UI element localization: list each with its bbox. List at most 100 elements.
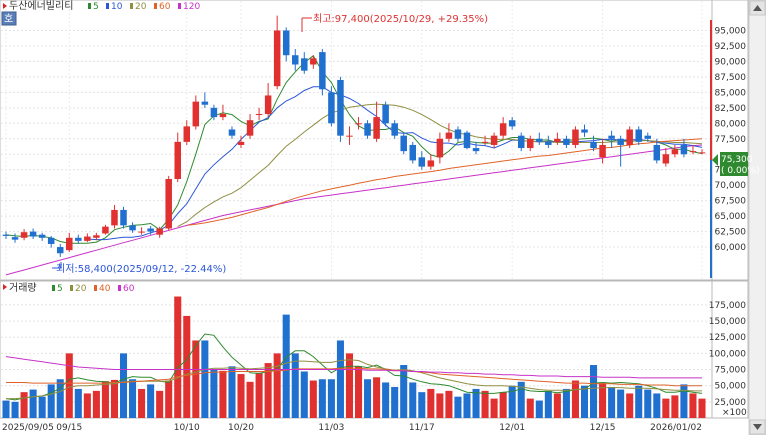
candle: [671, 144, 679, 158]
volume-bar: [92, 390, 100, 418]
hoga-button[interactable]: 호: [1, 11, 17, 26]
candle-body: [536, 138, 543, 142]
volume-bar: [309, 380, 317, 418]
candle-body: [418, 157, 426, 167]
hoga-button-label: 호: [4, 13, 13, 25]
candle-body: [84, 236, 91, 241]
volume-bar: [599, 383, 607, 418]
volume-bar: [617, 389, 625, 418]
candle: [291, 49, 299, 71]
volume-bar: [698, 398, 706, 418]
x-tick-label: 11/17: [409, 423, 435, 433]
volume-bar: [409, 382, 417, 418]
candle-body: [264, 95, 272, 115]
x-tick-label: 11/03: [318, 423, 344, 433]
candle: [590, 135, 597, 152]
candle-body: [2, 234, 10, 236]
price-axis-ticks: 60,00062,50065,00067,50070,00072,50077,5…: [715, 26, 747, 253]
candle: [310, 55, 317, 69]
volume-bar: [544, 390, 552, 418]
volume-bar: [300, 371, 308, 418]
candle: [84, 233, 91, 243]
volume-bar: [689, 393, 697, 418]
candle: [427, 154, 435, 170]
volume-bar: [463, 393, 471, 418]
volume-bars: [2, 296, 706, 418]
candle-body: [508, 120, 516, 127]
volume-tick-label: 150,000: [709, 317, 746, 327]
candle-body: [156, 228, 163, 235]
candle: [201, 92, 209, 108]
candle: [545, 135, 552, 149]
candle-body: [111, 209, 118, 226]
candle: [282, 27, 290, 62]
volume-bar: [20, 392, 28, 418]
ma-legend-label: 120: [183, 2, 200, 12]
volume-bar: [147, 384, 155, 418]
candle-body: [29, 231, 37, 237]
candle: [364, 120, 371, 139]
candle-body: [373, 117, 380, 139]
volume-bar: [481, 390, 489, 418]
volume-bar: [499, 392, 507, 418]
volume-bar: [535, 400, 543, 418]
candle-body: [129, 225, 136, 231]
candle: [75, 234, 82, 244]
candle: [418, 151, 426, 170]
candle-body: [11, 237, 19, 240]
candle: [581, 124, 588, 137]
volume-bar: [635, 385, 643, 418]
volume-bar: [571, 380, 579, 418]
volume-bar: [662, 398, 670, 418]
candle-body: [517, 135, 525, 149]
candle: [237, 135, 245, 149]
volume-bar: [508, 385, 516, 418]
candle: [481, 135, 489, 145]
candle: [626, 126, 633, 149]
ma-legend-label: 20: [135, 2, 147, 12]
candle: [11, 233, 19, 243]
candlestick-series: [2, 15, 706, 257]
candle: [102, 224, 109, 235]
price-tick-label: 65,000: [715, 212, 747, 222]
current-price-arrow-icon: [712, 154, 718, 166]
candle: [138, 227, 145, 235]
price-tick-label: 67,500: [715, 197, 747, 207]
candle: [454, 126, 462, 142]
current-price-flag: 75,300 ( 0.00%): [712, 152, 759, 176]
ma-legend-label: 5: [93, 2, 99, 12]
volume-bar: [490, 398, 498, 418]
vertical-scrollbar[interactable]: [748, 0, 766, 435]
volume-bar: [246, 381, 254, 418]
volume-tick-label: 50,000: [715, 382, 747, 392]
x-tick-label: 12/01: [499, 423, 525, 433]
candle: [680, 138, 688, 158]
candle-body: [436, 138, 444, 158]
volume-bar: [29, 389, 37, 418]
ma-legend-swatch: [106, 3, 109, 9]
candle-body: [481, 141, 489, 143]
candle-body: [210, 107, 218, 118]
ma-legend-label: 60: [159, 2, 171, 12]
candle-body: [554, 138, 561, 142]
volume-bar: [580, 385, 589, 418]
volume-bar: [201, 340, 209, 418]
candle-body: [545, 141, 552, 145]
volume-ma-legend-label: 20: [75, 284, 87, 294]
candle: [337, 76, 344, 142]
candle: [246, 114, 254, 139]
volume-bar: [291, 353, 299, 418]
volume-bar: [336, 340, 344, 418]
volume-tick-label: 125,000: [709, 333, 746, 343]
candle-body: [454, 129, 462, 139]
volume-bar: [318, 379, 326, 418]
volume-ma-legend-swatch: [118, 285, 121, 291]
candle-body: [445, 132, 453, 139]
volume-ma-legend-swatch: [70, 285, 73, 291]
candle: [147, 226, 154, 235]
candle-body: [147, 228, 154, 232]
volume-bar: [626, 393, 634, 418]
candle-body: [75, 237, 82, 241]
ma-line-20: [177, 103, 703, 228]
candle-body: [192, 101, 200, 127]
